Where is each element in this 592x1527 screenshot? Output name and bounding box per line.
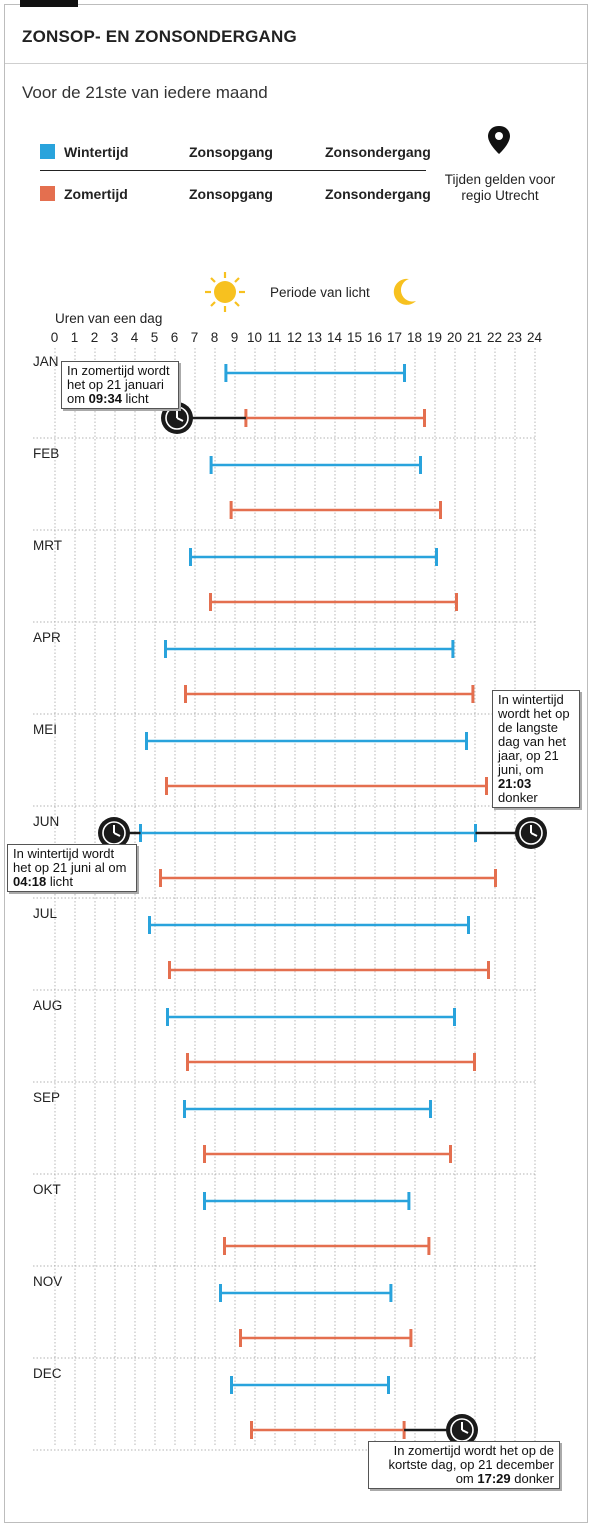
chart-tick-label: 16 (367, 330, 382, 345)
annotation-dec-pre: In zomertijd wordt het op de kortste dag… (388, 1443, 555, 1486)
annotation-jan-pre: In zomertijd wordt het op 21 januari om (67, 363, 170, 406)
chart-tick-label: 7 (191, 330, 199, 345)
annotation-jun-set-pre: In wintertijd wordt het op de langste da… (498, 692, 570, 777)
month-label-jan: JAN (33, 354, 59, 369)
header-accent-bar (20, 0, 78, 7)
annotation-jun-set-post: donker (498, 790, 538, 805)
month-label-nov: NOV (33, 1274, 62, 1289)
winter-swatch (40, 144, 55, 159)
chart-tick-label: 13 (307, 330, 322, 345)
annotation-jun-rise: In wintertijd wordt het op 21 juni al om… (7, 844, 137, 892)
annotation-dec-time: 17:29 (477, 1471, 511, 1486)
infographic-frame (4, 4, 588, 1523)
month-label-feb: FEB (33, 446, 59, 461)
winter-set-label: Zonsondergang (325, 144, 431, 160)
period-label: Periode van licht (270, 285, 370, 300)
month-label-jul: JUL (33, 906, 57, 921)
chart-tick-label: 15 (347, 330, 362, 345)
legend-divider (40, 170, 426, 171)
annotation-jan-time: 09:34 (88, 391, 122, 406)
chart-tick-label: 22 (487, 330, 502, 345)
summer-swatch (40, 186, 55, 201)
month-label-aug: AUG (33, 998, 62, 1013)
chart-tick-label: 11 (267, 330, 281, 345)
summer-label: Zomertijd (64, 186, 128, 202)
chart-tick-label: 12 (287, 330, 302, 345)
month-label-jun: JUN (33, 814, 59, 829)
chart-tick-label: 21 (467, 330, 482, 345)
chart-tick-label: 1 (71, 330, 79, 345)
annotation-dec: In zomertijd wordt het op de kortste dag… (368, 1441, 560, 1489)
annotation-jun-set: In wintertijd wordt het op de langste da… (492, 690, 580, 808)
summer-set-label: Zonsondergang (325, 186, 431, 202)
clock-icon-dec (446, 1414, 478, 1446)
annotation-jun-rise-time: 04:18 (13, 874, 47, 889)
month-label-dec: DEC (33, 1366, 62, 1381)
annotation-jun-rise-pre: In wintertijd wordt het op 21 juni al om (13, 846, 127, 875)
annotation-jan: In zomertijd wordt het op 21 januari om … (61, 361, 179, 409)
winter-label: Wintertijd (64, 144, 129, 160)
summer-rise-label: Zonsopgang (189, 186, 273, 202)
month-label-mei: MEI (33, 722, 57, 737)
clock-icon-jun-set (515, 817, 547, 849)
annotation-jun-rise-post: licht (46, 874, 73, 889)
chart-tick-label: 0 (51, 330, 59, 345)
month-label-apr: APR (33, 630, 61, 645)
chart-tick-label: 6 (171, 330, 179, 345)
chart-tick-label: 10 (247, 330, 262, 345)
month-label-sep: SEP (33, 1090, 60, 1105)
winter-rise-label: Zonsopgang (189, 144, 273, 160)
chart-tick-label: 9 (231, 330, 239, 345)
chart-tick-label: 20 (447, 330, 462, 345)
chart-tick-label: 18 (407, 330, 422, 345)
location-note: Tijden gelden voor regio Utrecht (444, 172, 556, 203)
x-axis-label: Uren van een dag (55, 311, 163, 326)
chart-tick-label: 14 (327, 330, 343, 345)
chart-tick-label: 5 (151, 330, 159, 345)
chart-tick-label: 8 (211, 330, 219, 345)
page-title: ZONSOP- EN ZONSONDERGANG (22, 27, 297, 46)
chart-tick-label: 2 (91, 330, 99, 345)
chart-tick-label: 23 (507, 330, 522, 345)
annotation-jan-post: licht (121, 391, 149, 406)
chart-tick-label: 4 (131, 330, 139, 345)
month-label-mrt: MRT (33, 538, 62, 553)
page-subtitle: Voor de 21ste van iedere maand (22, 83, 268, 102)
clock-icon-jan (161, 402, 193, 434)
chart-tick-label: 3 (111, 330, 119, 345)
month-label-okt: OKT (33, 1182, 61, 1197)
title-divider (5, 63, 587, 64)
chart-tick-label: 17 (387, 330, 402, 345)
chart-tick-label: 19 (427, 330, 442, 345)
chart-tick-label: 24 (527, 330, 543, 345)
annotation-jun-set-time: 21:03 (498, 776, 532, 791)
annotation-dec-post: donker (510, 1471, 554, 1486)
